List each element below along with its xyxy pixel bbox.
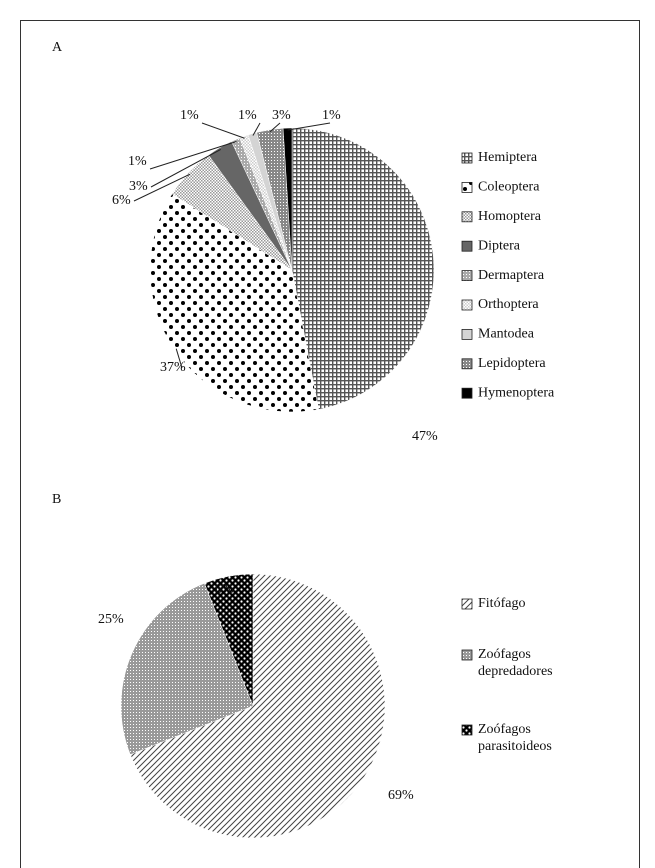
chart-title: B [52,492,61,507]
leader-line [175,348,183,369]
pie-slice [129,573,386,839]
legend-swatch [461,358,473,370]
legend-swatch [461,328,473,340]
legend-label: Lepidoptera [478,356,546,371]
legend-swatch [461,649,473,661]
data-label: 1% [238,108,257,123]
pie-slice [149,193,319,413]
data-label: 1% [180,108,199,123]
pie-slice [204,573,254,707]
leader-line [287,122,331,131]
data-label: 69% [388,788,414,803]
leader-line [150,149,221,188]
legend-label: Zoófagos parasitoideos [478,722,552,754]
data-label: 1% [322,108,341,123]
data-label: 25% [98,612,124,627]
legend-swatch [461,387,473,399]
leader-line [149,141,237,170]
data-label: 1% [128,154,147,169]
data-label: 47% [412,429,438,444]
data-label: 3% [129,179,148,194]
legend-label: Homoptera [478,209,542,224]
legend-swatch [461,270,473,282]
legend-label: Orthoptera [478,297,539,312]
legend-label: Fitófago [478,596,526,611]
legend-label: Diptera [478,238,521,253]
pie-slice [282,127,293,271]
leader-line [133,173,191,202]
legend-swatch [461,152,473,164]
legend-swatch [461,240,473,252]
leader-line [252,122,261,136]
leader-line [201,122,245,139]
legend-swatch [461,181,473,193]
chart-title: A [52,40,63,55]
pie-slice [291,127,435,410]
data-label: 6% [112,193,131,208]
leader-line [269,122,281,133]
data-label: 37% [160,360,186,375]
legend-label: Zoófagos depredadores [478,647,553,679]
data-label: 3% [272,108,291,123]
legend-label: Dermaptera [478,268,545,283]
frame [20,20,640,868]
legend-swatch [461,598,473,610]
legend-label: Hemiptera [478,150,538,165]
data-label: 6% [215,582,234,597]
legend-swatch [461,724,473,736]
pie-slice [120,582,254,755]
legend-label: Coleoptera [478,180,540,195]
legend-label: Hymenoptera [478,385,555,400]
legend-swatch [461,299,473,311]
legend-label: Mantodea [478,327,535,342]
legend-swatch [461,211,473,223]
